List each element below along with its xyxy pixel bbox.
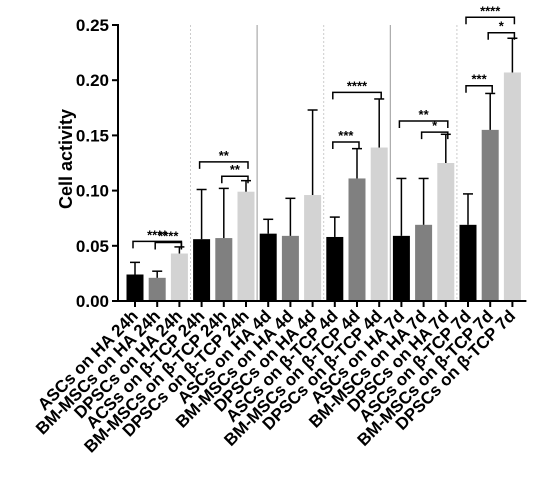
y-axis-title: Cell activity [56,109,76,209]
significance-bracket [332,91,382,100]
y-tick-label: 0.25 [76,16,109,35]
bar [259,233,277,301]
significance-label: **** [347,78,368,93]
bar [237,191,255,301]
significance-bracket [465,84,493,93]
significance-label: * [499,19,505,34]
significance-bracket [154,241,183,250]
bar [481,129,499,301]
bars [126,72,521,301]
y-tick-label: 0.00 [76,292,109,311]
significance-brackets: ****************************** [132,3,516,250]
y-tick-label: 0.05 [76,237,109,256]
significance-label: *** [472,72,488,87]
bar [459,224,477,301]
bar [148,277,166,301]
significance-label: * [432,118,438,133]
gridlines [190,25,458,301]
significance-bracket [398,120,449,129]
bar [370,147,388,301]
significance-label: **** [480,3,501,18]
bar [281,235,299,301]
bar [170,253,188,301]
significance-label: ** [419,107,430,122]
bar [392,235,410,301]
bar [126,274,144,301]
significance-label: **** [147,227,168,242]
significance-bracket [332,141,360,150]
bar [415,224,433,301]
bar [193,239,211,301]
error-bars [130,37,518,278]
significance-label: *** [338,128,354,143]
y-axis: 0.00 0.05 0.10 0.15 0.20 0.25 [76,16,119,311]
bar [348,178,366,301]
significance-label: ** [230,162,241,177]
significance-label: ** [219,148,230,163]
bar [326,236,344,301]
bar [437,163,455,301]
y-tick-label: 0.20 [76,71,109,90]
significance-label: **** [158,228,179,243]
significance-bracket [465,16,516,25]
significance-bracket [420,131,449,140]
bar [503,72,521,301]
bar [304,195,322,301]
y-tick-label: 0.10 [76,182,109,201]
y-tick-label: 0.15 [76,126,109,145]
significance-bracket [198,161,249,169]
significance-bracket [221,175,249,184]
significance-bracket [487,31,516,40]
bar [215,238,233,301]
